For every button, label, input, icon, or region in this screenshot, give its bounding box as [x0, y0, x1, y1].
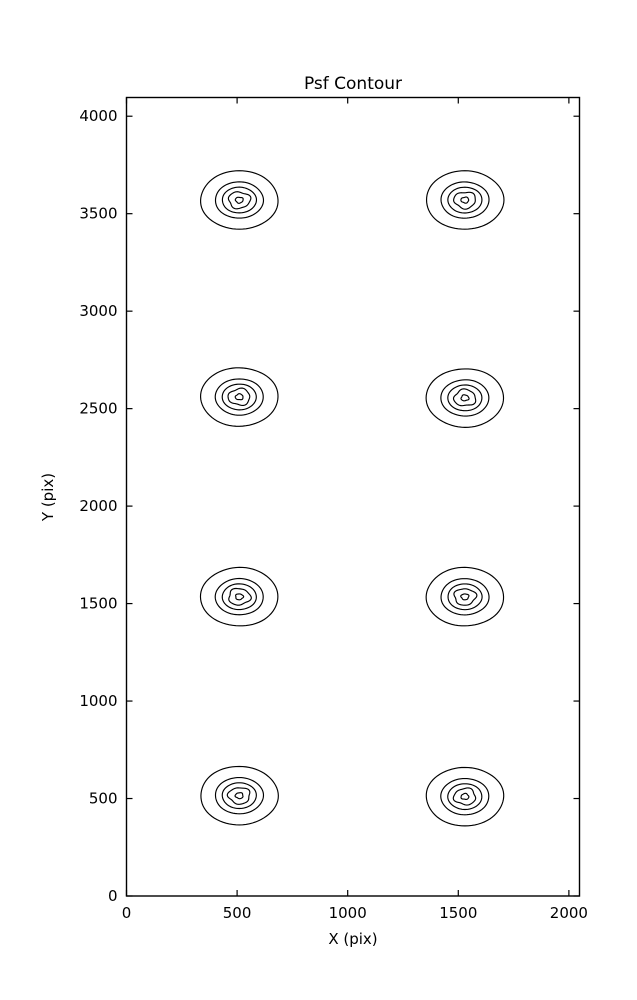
psf-source-contour	[425, 766, 505, 827]
axes-frame	[125, 96, 581, 897]
psf-source-contour	[425, 170, 505, 230]
contour-level-1	[200, 367, 279, 427]
contour-level-1	[425, 766, 505, 827]
y-axis-label: Y (pix)	[39, 473, 57, 522]
contour-level-2	[440, 379, 490, 417]
contour-level-5	[234, 792, 244, 800]
y-tick-label: 1000	[79, 692, 117, 710]
contour-level-5	[460, 196, 470, 204]
contour-level-3	[221, 583, 257, 611]
contour-level-4	[227, 191, 252, 210]
contour-level-3	[221, 782, 257, 810]
x-tick-label: 1000	[329, 904, 367, 922]
y-tick-label: 500	[89, 790, 118, 808]
contour-level-1	[200, 170, 279, 230]
contour-level-5	[460, 792, 470, 800]
contour-level-2	[214, 181, 265, 219]
contour-level-1	[425, 368, 505, 428]
psf-source-contour	[200, 170, 279, 230]
y-tick-label: 3000	[79, 302, 117, 320]
contour-level-4	[228, 587, 252, 606]
x-axis-label: X (pix)	[328, 930, 377, 948]
y-tick-label: 1500	[79, 595, 117, 613]
contour-level-4	[452, 388, 477, 407]
x-tick-label: 500	[223, 904, 252, 922]
psf-source-contour	[200, 367, 279, 427]
contour-level-3	[221, 186, 258, 214]
contour-level-3	[447, 783, 483, 811]
y-tick-label: 2500	[79, 400, 117, 418]
contour-level-4	[227, 387, 251, 407]
contour-level-5	[235, 593, 245, 601]
psf-source-contour	[199, 566, 279, 627]
x-tick-label: 1500	[439, 904, 477, 922]
contour-level-3	[447, 384, 483, 412]
psf-source-contour	[200, 765, 279, 826]
contour-level-3	[221, 383, 257, 411]
contour-level-2	[214, 776, 265, 815]
contour-level-4	[453, 588, 478, 606]
contour-level-4	[453, 191, 476, 210]
contour-level-3	[447, 186, 483, 214]
x-tick-label: 0	[122, 904, 132, 922]
contour-level-2	[440, 181, 490, 219]
contour-level-5	[460, 394, 470, 402]
contour-level-2	[440, 578, 490, 616]
contour-level-4	[452, 787, 477, 806]
contour-level-1	[199, 566, 279, 627]
contour-level-2	[214, 378, 264, 416]
contour-level-1	[425, 170, 505, 230]
contour-level-1	[425, 566, 505, 627]
x-axis-ticks: 0 500 1000 1500 2000	[122, 97, 588, 922]
contour-level-2	[440, 777, 490, 816]
y-tick-label: 4000	[79, 107, 117, 125]
psf-source-contour	[425, 566, 505, 627]
contour-level-5	[234, 393, 244, 401]
y-axis-ticks: 0 500 1000 1500 2000 2500 3000 3500 4000	[79, 107, 580, 905]
contour-group	[199, 170, 505, 827]
x-tick-label: 2000	[550, 904, 588, 922]
psf-source-contour	[425, 368, 505, 428]
contour-level-1	[200, 765, 279, 826]
contour-level-4	[226, 787, 251, 805]
y-tick-label: 0	[108, 887, 118, 905]
y-tick-label: 2000	[79, 497, 117, 515]
chart-title: Psf Contour	[304, 74, 402, 94]
contour-level-3	[447, 583, 483, 611]
y-tick-label: 3500	[79, 205, 117, 223]
contour-level-2	[214, 577, 264, 616]
contour-level-5	[234, 196, 244, 204]
contour-level-5	[460, 593, 470, 601]
